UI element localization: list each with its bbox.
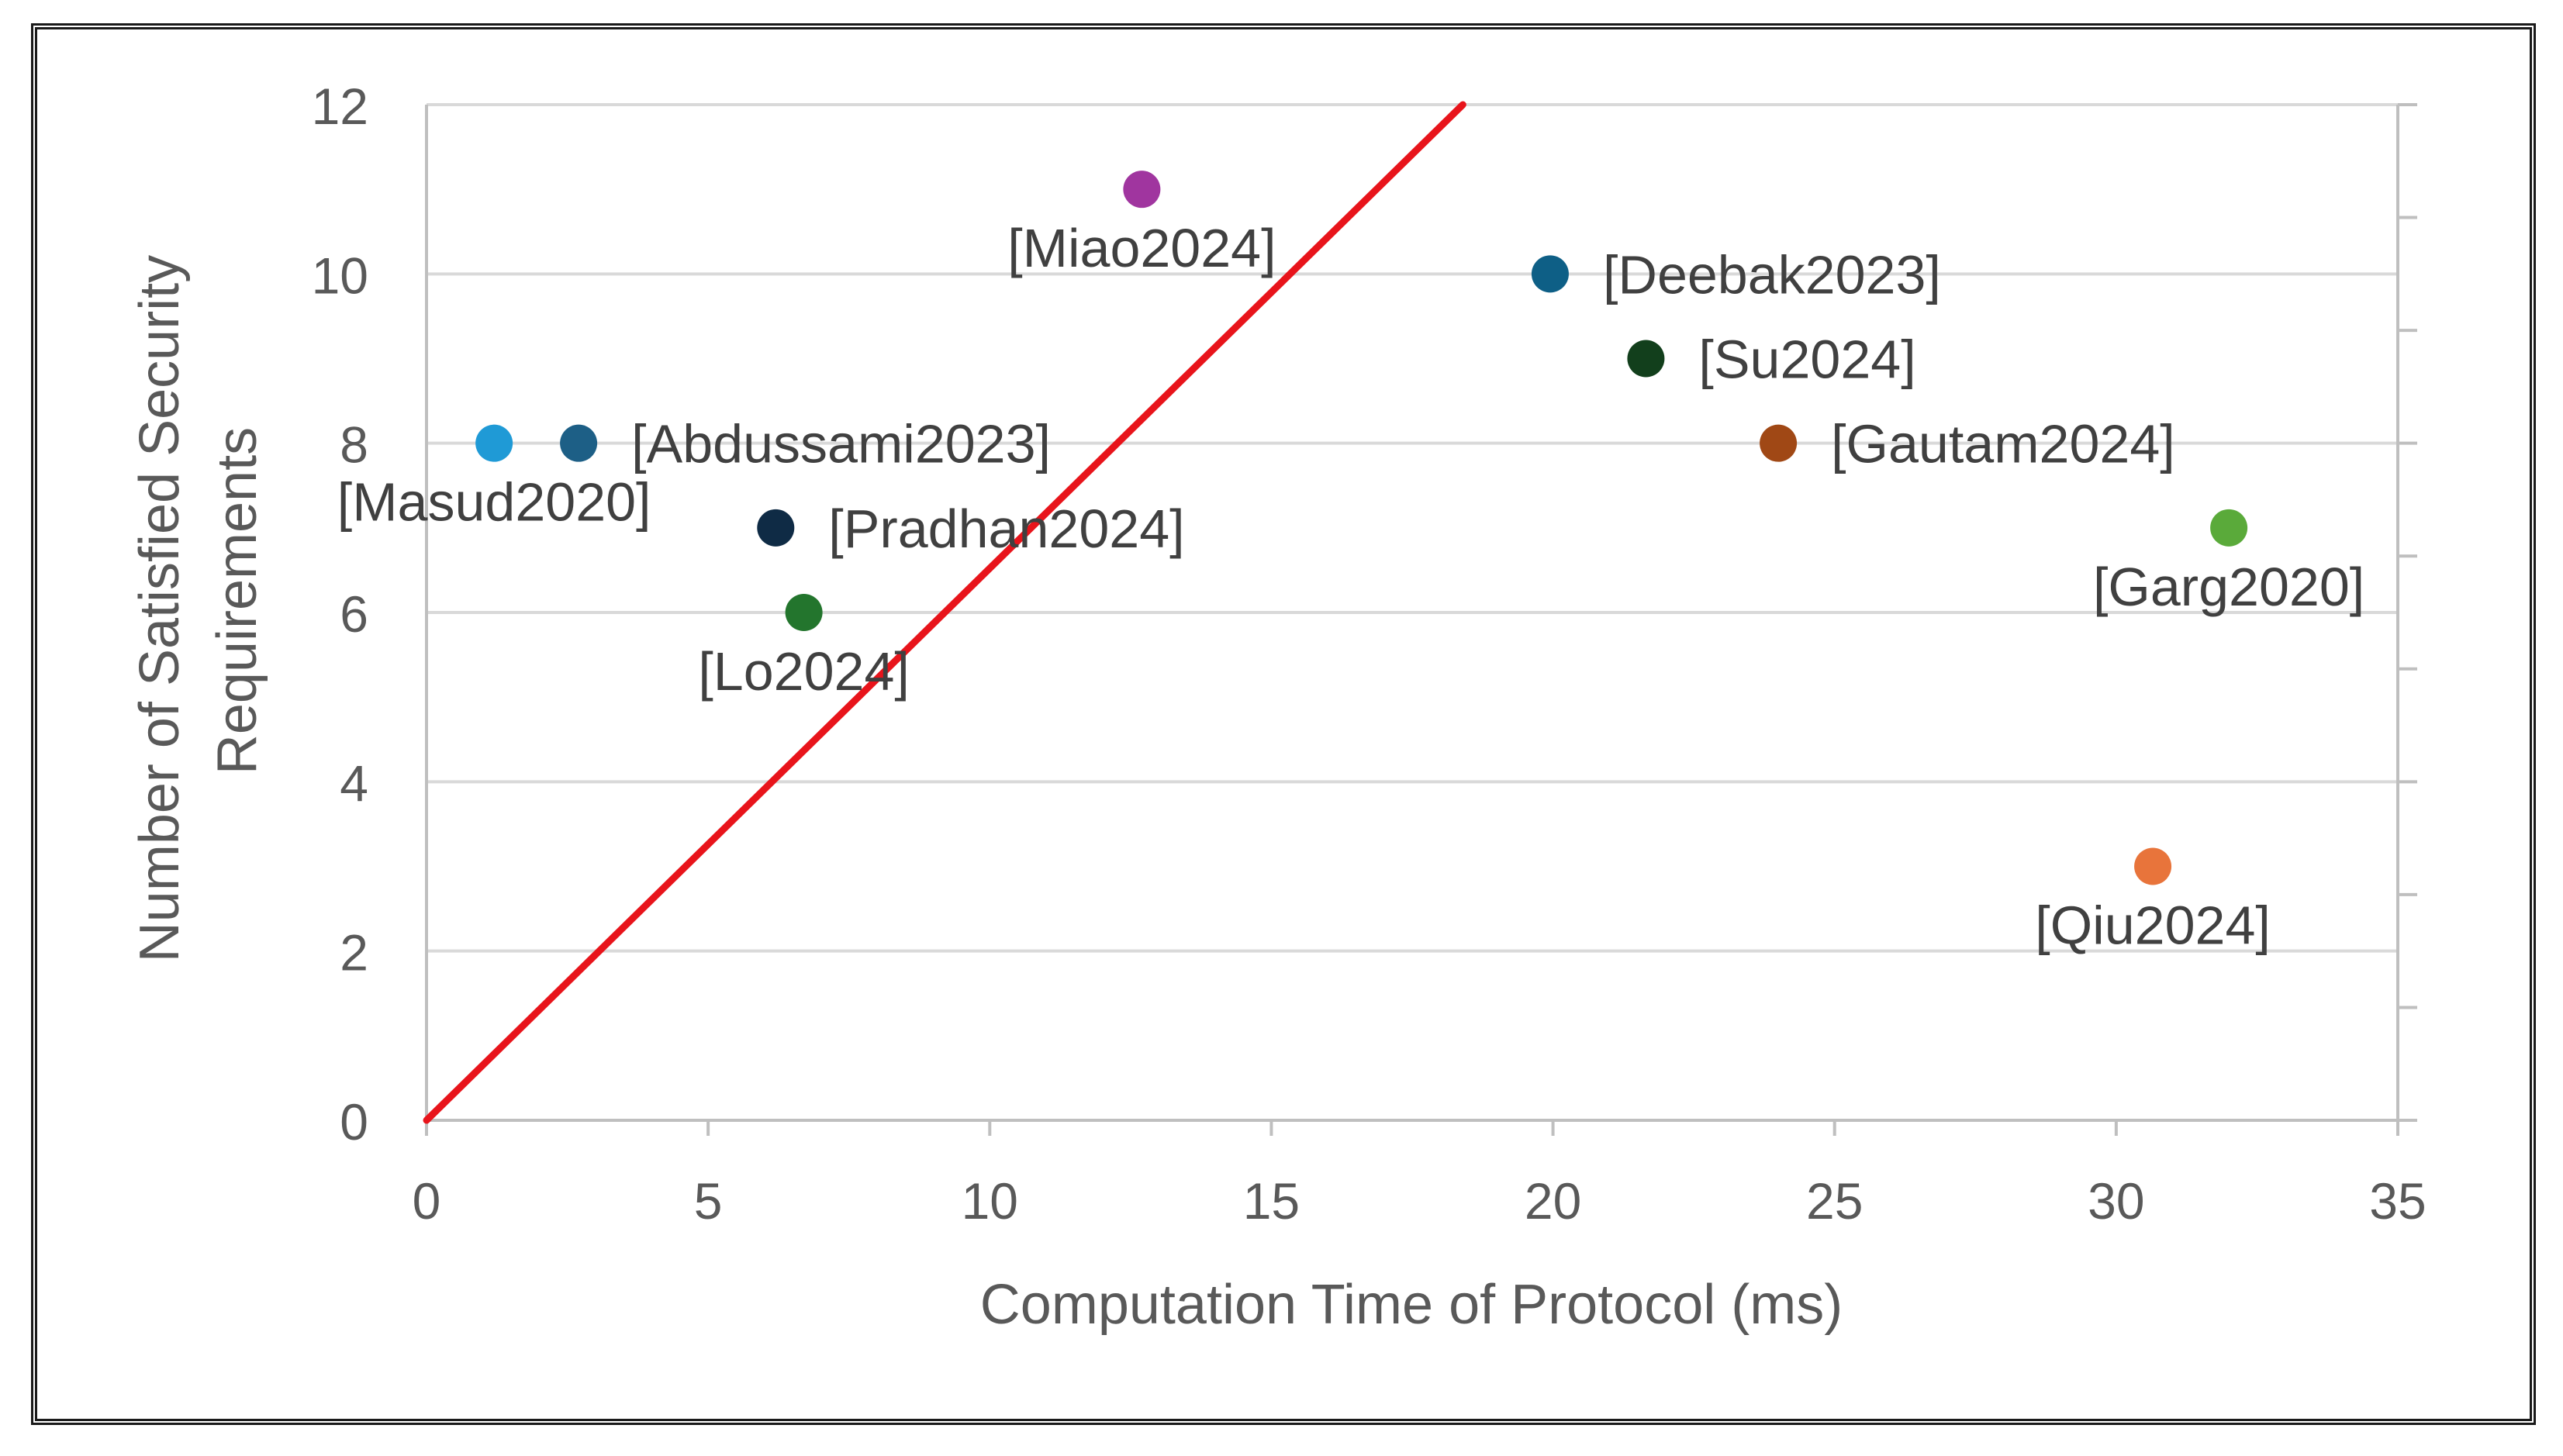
y-tick-label: 8 [340,416,368,474]
y-tick-label: 10 [312,247,368,304]
data-point [560,424,598,462]
data-point [2210,509,2248,547]
y-tick-label: 0 [340,1093,368,1151]
trend-line [423,101,1466,1124]
data-point [475,424,513,462]
data-label: [Pradhan2024] [828,499,1184,559]
figure-frame [31,23,2536,1425]
data-point [785,594,823,631]
data-label: [Garg2020] [2093,557,2364,617]
tick-labels: 0 2 4 6 8 10 12 0 5 10 15 20 25 30 35 [312,78,2427,1230]
x-tick-label: 0 [413,1172,441,1230]
y-axis-title-line-2: Requirements [206,427,268,775]
x-tick-label: 15 [1243,1172,1300,1230]
y-tick-label: 12 [312,78,368,135]
data-label: [Su2024] [1698,329,1915,390]
y-axis-title: Number of Satisfied Security Requirement… [129,240,268,962]
trend-line-layer [423,101,1466,1124]
data-label: [Masud2020] [337,472,651,533]
data-point [1123,171,1161,209]
x-axis-title: Computation Time of Protocol (ms) [980,1274,1843,1336]
data-point [1760,424,1798,462]
data-label: [Lo2024] [698,641,909,702]
data-label: [Gautam2024] [1831,414,2175,474]
gridlines [427,103,2398,953]
y-tick-label: 6 [340,585,368,643]
x-tick-label: 5 [694,1172,723,1230]
y-axis-title-line-1: Number of Satisfied Security [129,255,191,962]
y-tick-label: 2 [340,924,368,982]
data-label: [Deebak2023] [1603,244,1941,305]
axes [425,103,2417,1136]
x-tick-label: 20 [1525,1172,1581,1230]
x-tick-label: 30 [2088,1172,2144,1230]
data-point [1531,255,1569,293]
y-tick-label: 4 [340,754,368,812]
data-point [757,509,795,547]
data-point [2134,847,2172,885]
point-labels: [Masud2020][Abdussami2023] [Pradhan2024] [… [337,218,2364,955]
x-tick-label: 10 [962,1172,1018,1230]
data-label: [Miao2024] [1007,218,1276,278]
x-tick-label: 25 [1806,1172,1863,1230]
data-label: [Abdussami2023] [631,414,1051,474]
x-tick-label: 35 [2369,1172,2426,1230]
data-label: [Qiu2024] [2035,895,2271,956]
data-point [1627,340,1665,378]
data-points [475,171,2248,885]
